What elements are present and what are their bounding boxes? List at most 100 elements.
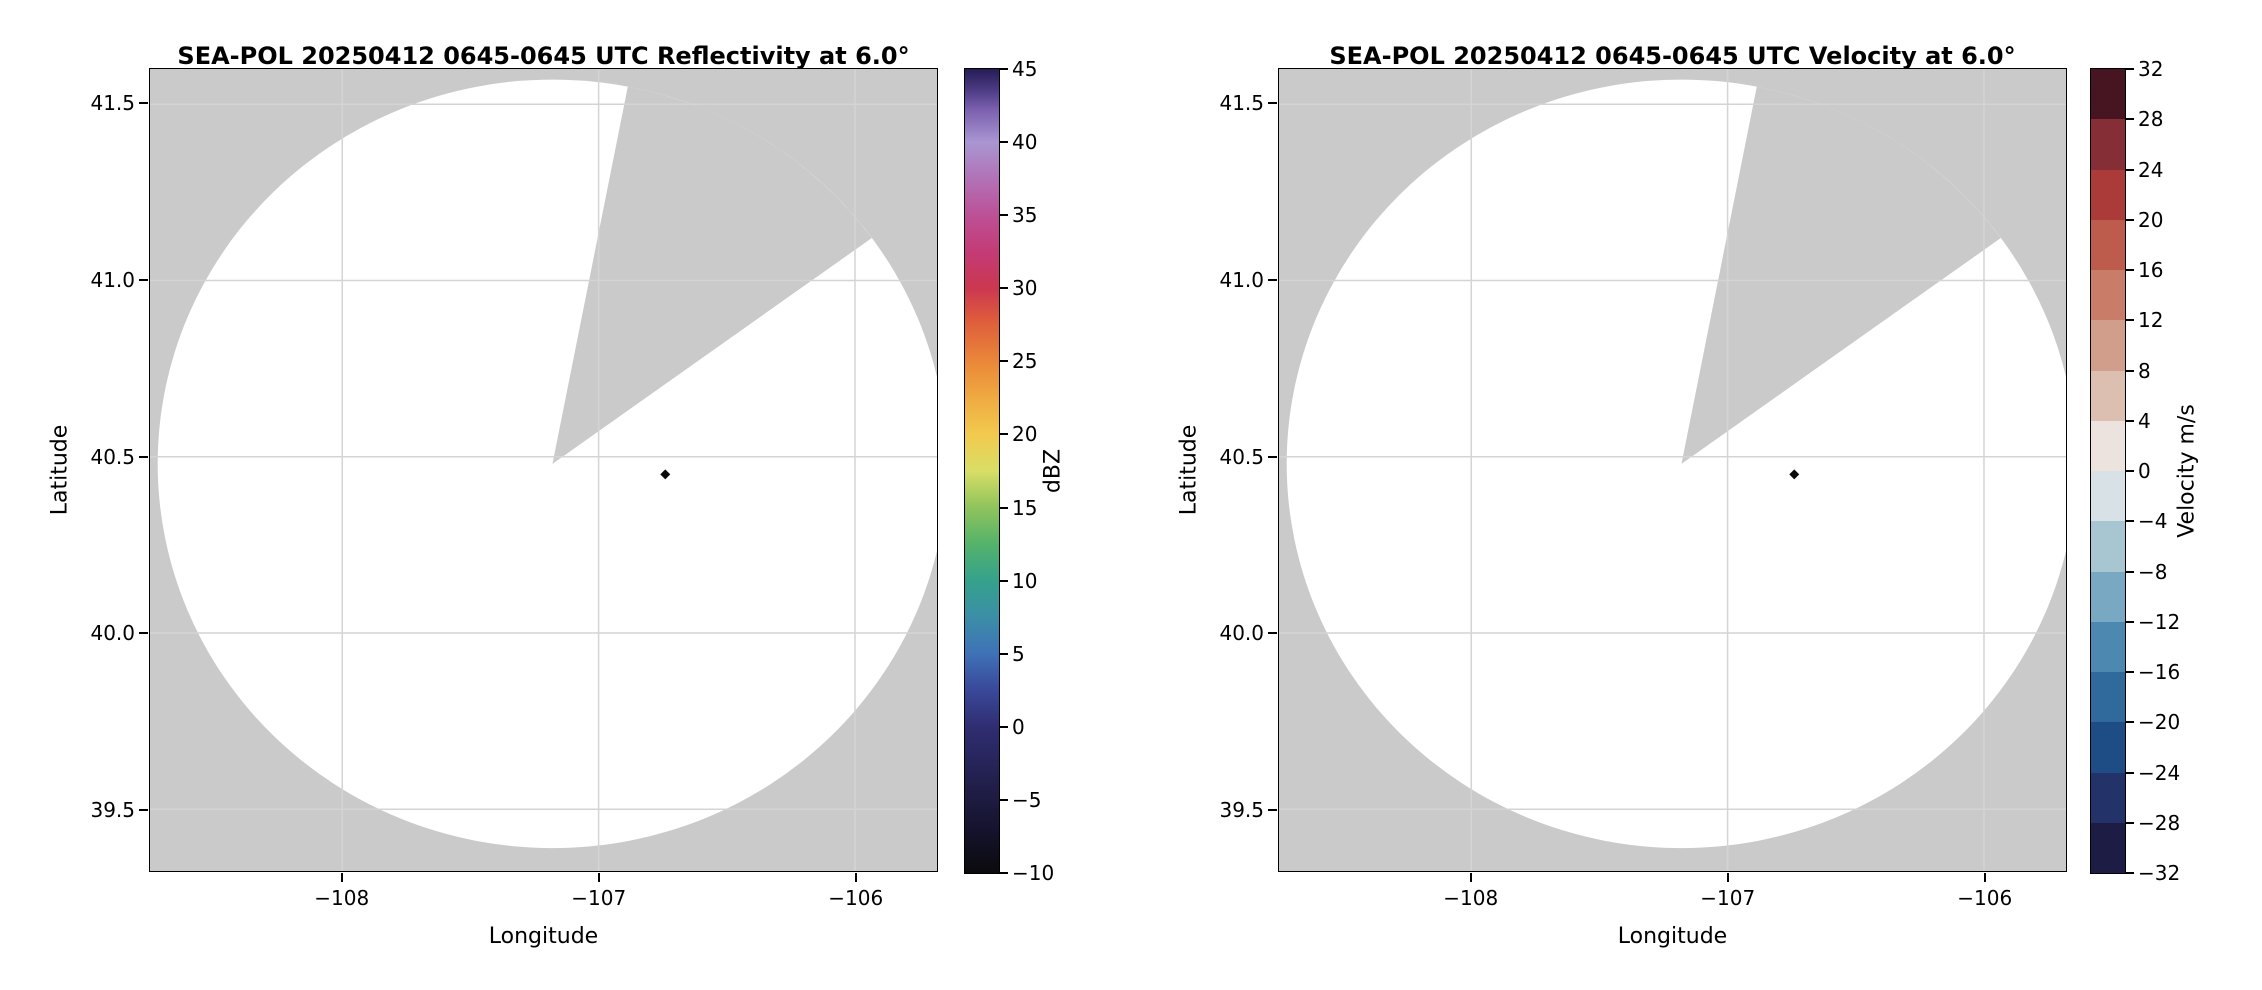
colorbar-gradient	[2091, 69, 2125, 873]
y-tick-mark	[1268, 279, 1277, 282]
y-tick-label: 40.0	[90, 621, 135, 646]
colorbar-tick-mark	[2126, 821, 2134, 824]
colorbar-tick-label: −8	[2138, 559, 2168, 584]
y-tick-mark	[1268, 102, 1277, 105]
colorbar-tick-label: 0	[2138, 459, 2151, 483]
colorbar-label: dBZ	[1040, 448, 1066, 494]
colorbar-tick-mark	[2126, 721, 2134, 724]
colorbar-tick-mark	[1000, 68, 1008, 70]
colorbar-tick-label: −4	[2138, 509, 2168, 534]
colorbar-tick-label: 15	[1012, 495, 1038, 520]
colorbar-tick-label: −32	[2138, 861, 2181, 885]
colorbar-tick-mark	[1000, 506, 1008, 509]
y-tick-mark	[139, 102, 148, 105]
colorbar-segment	[2091, 219, 2125, 270]
x-tick-mark	[340, 873, 343, 882]
y-tick-label: 41.0	[1219, 268, 1264, 293]
colorbar-tick-mark	[2126, 68, 2134, 70]
colorbar-tick-label: 30	[1012, 276, 1038, 301]
y-tick-label: 39.5	[90, 798, 135, 823]
colorbar-tick-label: −16	[2138, 660, 2181, 684]
colorbar-tick-mark	[2126, 671, 2134, 673]
colorbar-tick-label: −10	[1012, 861, 1055, 885]
colorbar-tick-label: 25	[1012, 349, 1038, 374]
colorbar-segment	[2091, 471, 2125, 522]
colorbar-segment	[2091, 521, 2125, 572]
y-tick-mark	[1268, 632, 1277, 635]
colorbar-tick-mark	[1000, 652, 1008, 655]
colorbar-segment	[2091, 722, 2125, 773]
colorbar-segment	[2091, 420, 2125, 471]
colorbar-tick-label: 10	[1012, 568, 1038, 593]
colorbar-tick-label: 16	[2138, 258, 2164, 282]
panel-title: SEA-POL 20250412 0645-0645 UTC Velocity …	[1329, 41, 2016, 70]
colorbar-tick-mark	[1000, 214, 1008, 217]
plot-area	[149, 68, 938, 872]
colorbar-tick-mark	[1000, 725, 1008, 728]
y-tick-mark	[1268, 455, 1277, 458]
colorbar-tick-label: −24	[2138, 760, 2181, 785]
colorbar-tick-mark	[2126, 369, 2134, 372]
colorbar-tick-label: −20	[2138, 710, 2181, 735]
x-tick-mark	[1983, 873, 1986, 882]
colorbar-segment	[2091, 672, 2125, 723]
colorbar-tick-label: 12	[2138, 308, 2164, 333]
panel-title: SEA-POL 20250412 0645-0645 UTC Reflectiv…	[177, 41, 910, 70]
colorbar-tick-mark	[2126, 218, 2134, 221]
x-tick-label: −107	[571, 886, 627, 910]
colorbar-label: Velocity m/s	[2174, 404, 2200, 538]
colorbar-tick-mark	[2126, 168, 2134, 171]
x-tick-label: −108	[314, 886, 370, 910]
colorbar-tick-label: 20	[2138, 207, 2164, 232]
colorbar-tick-label: 5	[1012, 641, 1025, 666]
colorbar-segment	[2091, 169, 2125, 220]
colorbar-tick-label: 45	[1012, 57, 1038, 81]
colorbar-segment	[2091, 69, 2125, 120]
y-tick-label: 41.5	[90, 91, 135, 116]
colorbar-tick-mark	[1000, 287, 1008, 290]
x-tick-label: −107	[1700, 886, 1756, 910]
x-axis-label: Longitude	[1617, 924, 1728, 949]
y-tick-label: 40.5	[90, 444, 135, 469]
colorbar-tick-mark	[2126, 570, 2134, 573]
colorbar-tick-label: 8	[2138, 358, 2151, 383]
radar-ppi-plot	[1279, 69, 2066, 871]
y-tick-label: 41.0	[90, 268, 135, 293]
colorbar-tick-label: −5	[1012, 787, 1042, 812]
colorbar-segment	[2091, 822, 2125, 873]
colorbar-tick-mark	[2126, 771, 2134, 774]
x-tick-mark	[854, 873, 857, 882]
colorbar-tick-mark	[2126, 620, 2134, 623]
colorbar-tick-mark	[2126, 872, 2134, 874]
x-axis-label: Longitude	[488, 924, 599, 949]
colorbar-tick-label: 24	[2138, 157, 2164, 182]
x-tick-label: −106	[1957, 886, 2013, 910]
colorbar-tick-label: −28	[2138, 810, 2181, 835]
colorbar-tick-label: 35	[1012, 203, 1038, 228]
y-tick-label: 40.5	[1219, 444, 1264, 469]
y-tick-mark	[139, 809, 148, 812]
reflectivity-panel: SEA-POL 20250412 0645-0645 UTC Reflectiv…	[48, 42, 1066, 949]
colorbar-segment	[2091, 320, 2125, 371]
colorbar-tick-label: −12	[2138, 609, 2181, 634]
missing-data-sector	[552, 86, 872, 464]
colorbar: Velocity m/s 32 28 24 20 16 12 8 4 0 −4 −8 −12 −16 −2…	[2090, 57, 2200, 885]
colorbar-tick-label: 4	[2138, 408, 2151, 433]
colorbar-segment	[2091, 270, 2125, 321]
colorbar-tick-mark	[1000, 579, 1008, 582]
colorbar-tick-mark	[2126, 269, 2134, 271]
colorbar: dBZ 45 40 35 30 25 20 15 10 5 0 −5 −10	[964, 57, 1066, 885]
x-tick-label: −108	[1443, 886, 1499, 910]
x-tick-label: −106	[828, 886, 884, 910]
y-tick-label: 39.5	[1219, 798, 1264, 823]
colorbar-tick-mark	[1000, 360, 1008, 363]
colorbar-tick-mark	[1000, 798, 1008, 801]
missing-data-sector	[1681, 86, 2001, 464]
colorbar-gradient	[965, 69, 999, 873]
colorbar-tick-label: 32	[2138, 57, 2164, 81]
colorbar-segment	[2091, 571, 2125, 622]
plot-area	[1278, 68, 2067, 872]
colorbar-tick-label: 28	[2138, 107, 2164, 132]
x-tick-mark	[1469, 873, 1472, 882]
colorbar-tick-mark	[1000, 141, 1008, 144]
